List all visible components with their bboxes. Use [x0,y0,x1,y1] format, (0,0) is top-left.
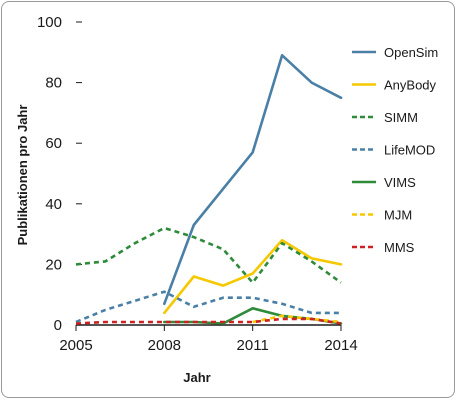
legend-label-mms: MMS [384,240,415,255]
y-tick-label: 80 [45,75,62,92]
series-line-simm [75,226,342,284]
legend-label-simm: SIMM [384,110,418,125]
y-axis-title: Publikationen pro Jahr [15,105,30,246]
x-tick-label: 2008 [148,337,181,354]
series-lines [75,54,343,325]
y-tick-label: 40 [45,196,62,213]
y-tick-label: 60 [45,135,62,152]
series-line-lifemod [75,290,341,324]
series-line-anybody [163,238,343,315]
series-line-opensim [163,54,343,306]
legend-label-anybody: AnyBody [384,78,437,93]
legend: OpenSim AnyBody SIMM LifeMOD VIMS MJM MMS [352,45,438,255]
y-tick-label: 0 [54,317,62,334]
legend-label-vims: VIMS [384,175,416,190]
legend-label-opensim: OpenSim [384,45,438,60]
x-axis-ticks: 2005 2008 2011 2014 [59,325,358,354]
legend-label-mjm: MJM [384,208,412,223]
y-axis-ticks: 100 80 60 40 20 0 [37,14,82,334]
x-tick-label: 2014 [324,337,357,354]
x-axis-title: Jahr [183,370,210,385]
series-line-mjm [252,314,342,324]
y-tick-label: 100 [37,14,62,31]
x-tick-label: 2011 [237,337,269,354]
y-tick-label: 20 [45,256,62,273]
x-tick-label: 2005 [59,337,92,354]
legend-label-lifemod: LifeMOD [384,143,435,158]
